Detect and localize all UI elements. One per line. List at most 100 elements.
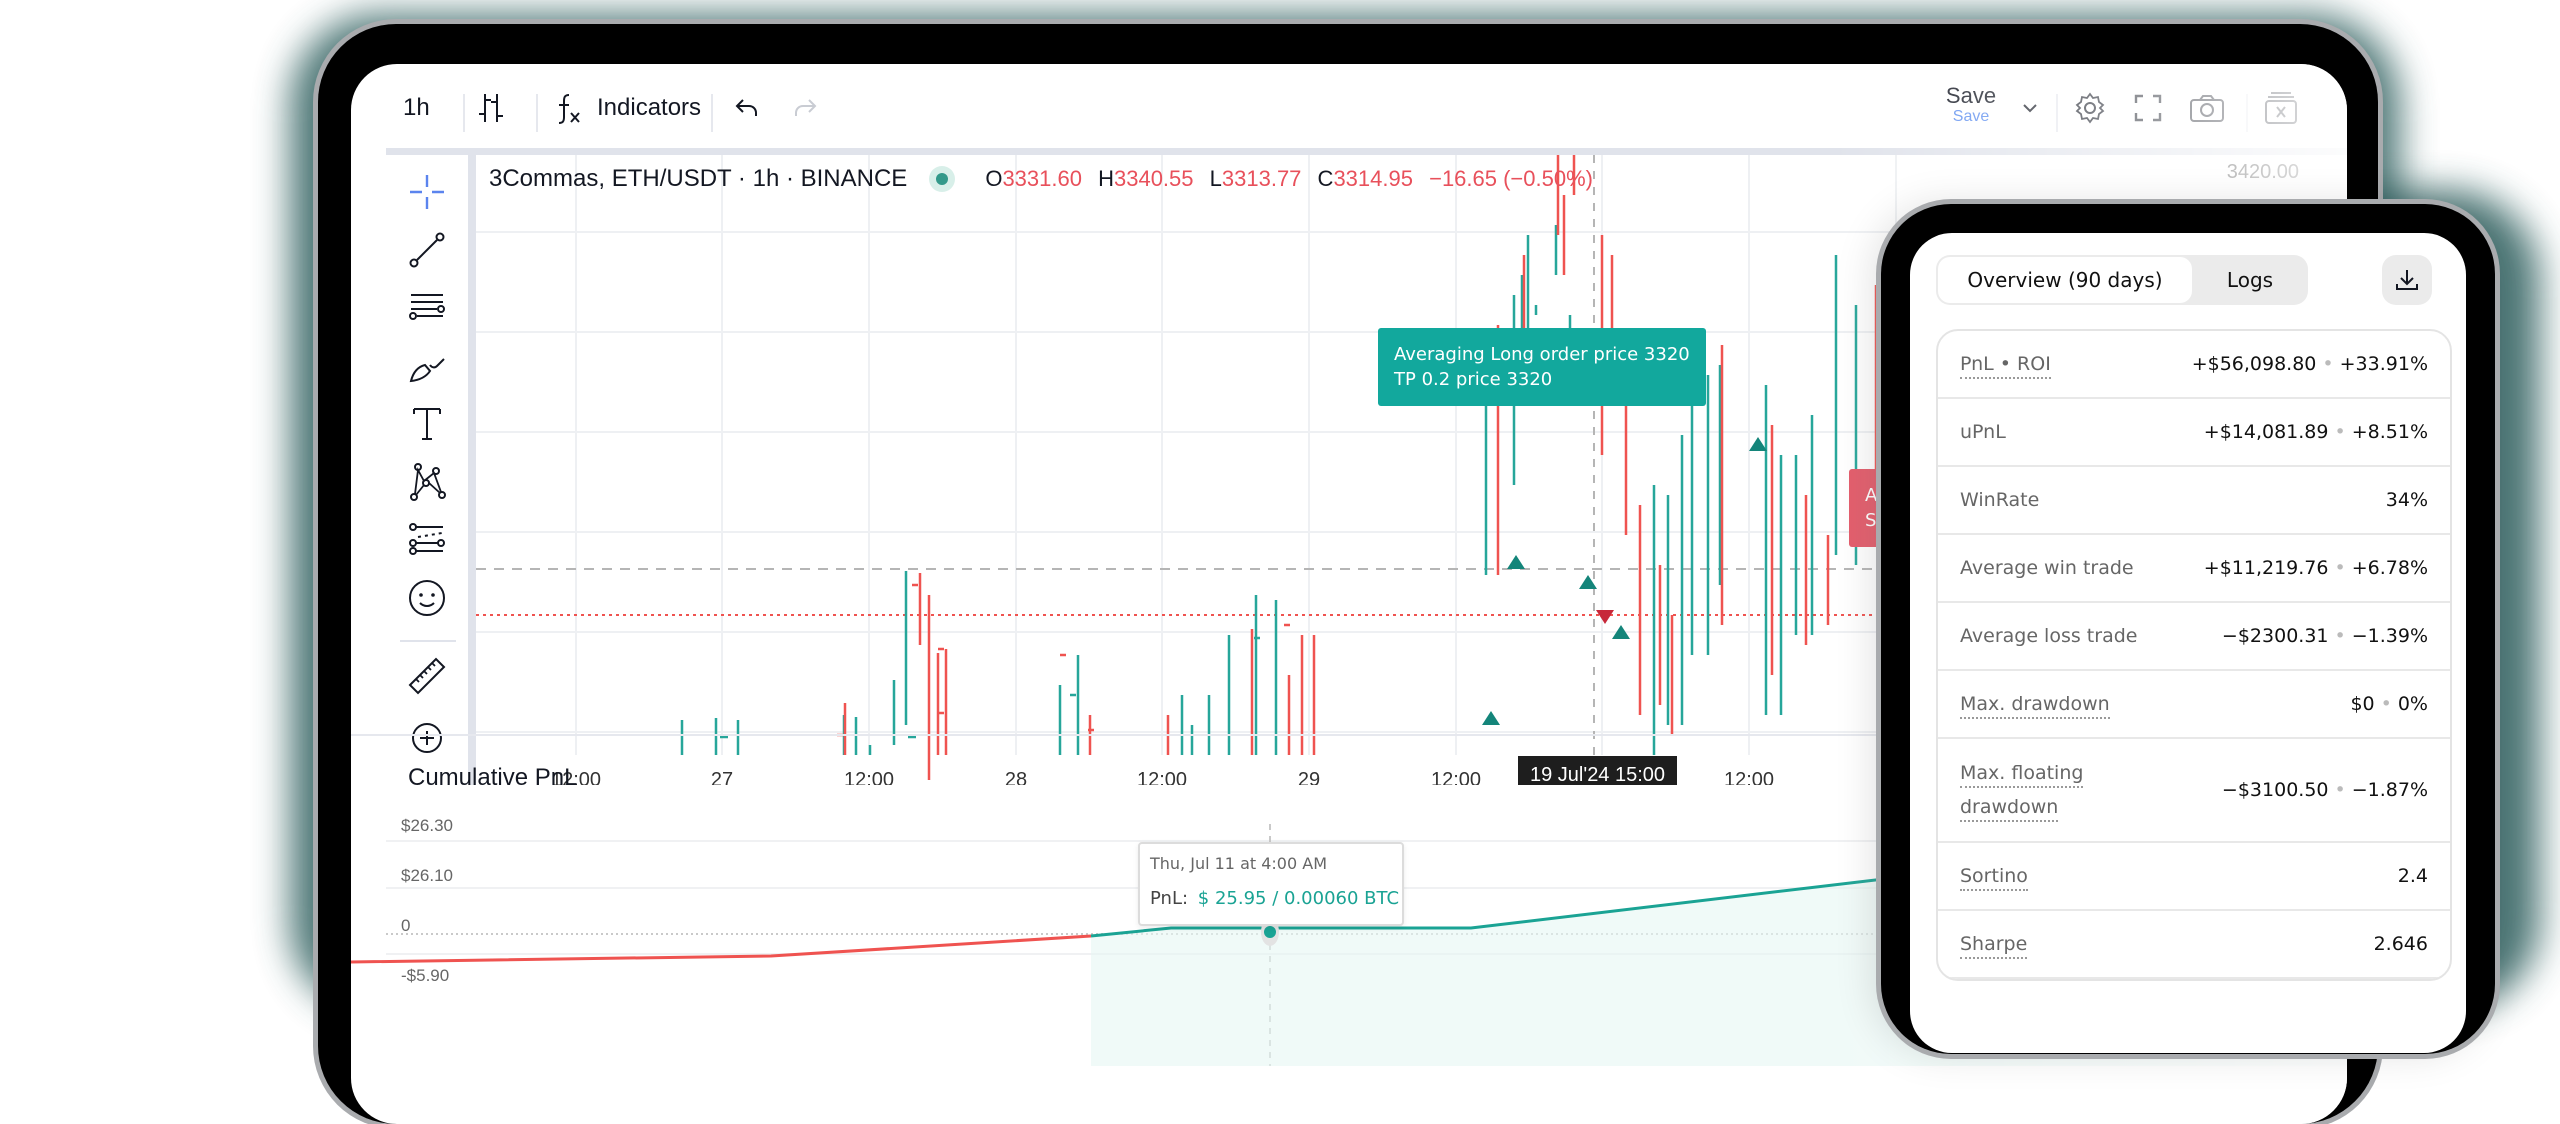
pnl-title: Cumulative PnL (408, 764, 578, 791)
stat-row-upnl: uPnL +$14,081.89 • +8.51% (1938, 399, 2450, 467)
open-label: O (985, 166, 1003, 191)
text-icon (413, 408, 441, 440)
stat-amount: +$14,081.89 (2203, 421, 2329, 443)
save-dropdown-button[interactable] (2021, 90, 2039, 126)
stat-percent: −1.87% (2351, 779, 2428, 801)
time-tick: 12:00 (1430, 769, 1482, 785)
stat-value: 2.4 (2397, 865, 2428, 887)
separator-dot: • (2334, 625, 2346, 647)
trend-line-icon (409, 232, 445, 268)
stat-label[interactable]: PnL • ROI (1960, 353, 2051, 379)
emoji-tool[interactable] (406, 577, 448, 619)
stat-percent: +33.91% (2339, 353, 2428, 375)
stat-row-sharpe: Sharpe 2.646 (1938, 911, 2450, 979)
open-value: 3331.60 (1002, 166, 1082, 191)
zoom-in-tool[interactable] (406, 717, 448, 759)
function-fx-icon (558, 94, 580, 124)
time-tick: 27 (710, 769, 734, 785)
ohlc-values: O3331.60 H3340.55 L3313.77 C3314.95 −16.… (975, 166, 1593, 192)
save-label: Save (1945, 83, 1997, 108)
pnl-tooltip: Thu, Jul 11 at 4:00 AM PnL: $ 25.95 / 0.… (1138, 842, 1404, 926)
stat-row-avg-win: Average win trade +$11,219.76 • +6.78% (1938, 535, 2450, 603)
high-value: 3340.55 (1113, 166, 1194, 191)
trend-line-tool[interactable] (406, 229, 448, 271)
stat-label-text: Sharpe (1960, 933, 2028, 959)
tools-divider (400, 640, 456, 642)
high-label: H (1098, 166, 1114, 191)
bar-style-button[interactable] (477, 90, 507, 126)
stat-label[interactable]: Sharpe (1960, 933, 2028, 959)
brush-tool[interactable] (406, 345, 448, 387)
stat-percent: −1.39% (2351, 625, 2428, 647)
close-layout-icon (2265, 92, 2297, 124)
stat-label[interactable]: Max. drawdown (1960, 693, 2110, 719)
time-tick: 12:00 (550, 769, 602, 785)
undo-button[interactable] (733, 90, 761, 126)
stat-value: +$14,081.89 • +8.51% (2204, 421, 2428, 443)
pattern-tool[interactable] (406, 461, 448, 503)
close-value: 3314.95 (1333, 166, 1413, 191)
stat-value: +$11,219.76 • +6.78% (2204, 557, 2428, 579)
stat-value: +$56,098.80 • +33.91% (2192, 353, 2428, 375)
separator-dot: • (2334, 779, 2346, 801)
price-axis-label: 3420.00 (2226, 161, 2299, 183)
stat-label[interactable]: Sortino (1960, 865, 2028, 891)
fullscreen-icon (2134, 94, 2162, 122)
smiley-icon (409, 580, 445, 616)
stat-amount: $0 (2350, 693, 2375, 715)
long-note-line2: TP 0.2 price 3320 (1394, 369, 1553, 390)
stat-label: Average win trade (1960, 557, 2134, 579)
gear-icon (2075, 92, 2105, 124)
chevron-down-icon (2023, 104, 2037, 113)
pnl-y-label: $26.30 (401, 816, 453, 835)
settings-button[interactable] (2073, 90, 2107, 126)
stat-percent: 0% (2397, 693, 2428, 715)
toolbar-divider (536, 94, 538, 132)
measure-tool[interactable] (406, 655, 448, 697)
tab-overview[interactable]: Overview (90 days) (1938, 257, 2192, 303)
tab-logs-label: Logs (2226, 268, 2274, 292)
fullscreen-button[interactable] (2133, 90, 2163, 126)
low-label: L (1209, 166, 1222, 191)
xabcd-pattern-icon (410, 463, 446, 501)
long-note-line1: Averaging Long order price 3320 (1394, 344, 1690, 365)
pnl-y-label: -$5.90 (401, 966, 450, 985)
parallel-lines-icon (409, 294, 445, 320)
time-tick: 12:00 (1136, 769, 1188, 785)
stat-label: WinRate (1960, 489, 2040, 511)
indicators-button[interactable]: Indicators (551, 90, 701, 126)
time-tick: 28 (1004, 769, 1028, 785)
download-button[interactable] (2382, 255, 2432, 305)
toolbar-divider (711, 94, 713, 132)
chart-toolbar: 1h Indicators Save Save (351, 64, 2347, 148)
save-button[interactable]: Save Save (1941, 84, 2001, 126)
toolbar-border (386, 148, 2347, 155)
stat-row-winrate: WinRate 34% (1938, 467, 2450, 535)
redo-button[interactable] (791, 90, 819, 126)
parallel-channel-tool[interactable] (406, 287, 448, 329)
stat-row-max-drawdown: Max. drawdown $0 • 0% (1938, 671, 2450, 739)
indicators-label: Indicators (597, 94, 702, 121)
crosshair-tool[interactable] (406, 171, 448, 213)
stat-value: 34% (2385, 489, 2428, 511)
stat-percent: +6.78% (2351, 557, 2428, 579)
interval-label: 1h (403, 94, 430, 121)
price-change: −16.65 (−0.50%) (1429, 166, 1593, 191)
tooltip-pnl-label: PnL: (1150, 888, 1189, 909)
tab-logs[interactable]: Logs (2194, 257, 2306, 303)
close-label: C (1317, 166, 1334, 191)
toolbar-divider (2056, 94, 2058, 132)
fib-tool[interactable] (406, 519, 448, 561)
stat-label[interactable]: Max. floating drawdown (1960, 756, 2110, 824)
interval-button[interactable]: 1h (403, 90, 430, 126)
pnl-y-label: 0 (401, 916, 411, 935)
stat-label: Average loss trade (1960, 625, 2138, 647)
text-tool[interactable] (406, 403, 448, 445)
time-tick: 29 (1297, 769, 1321, 785)
screenshot-button[interactable] (2189, 90, 2225, 126)
stat-label-text: Max. floating drawdown (1960, 762, 2084, 822)
drawing-toolbar (386, 155, 468, 785)
phone-screen: Overview (90 days) Logs PnL • ROI +$56,0… (1910, 233, 2466, 1053)
chart-legend: 3Commas, ETH/USDT · 1h · BINANCE O3331.6… (489, 165, 1593, 193)
close-layout-button[interactable] (2263, 90, 2299, 126)
